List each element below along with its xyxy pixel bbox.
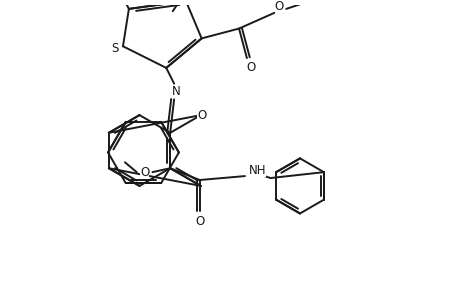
Text: NH: NH bbox=[248, 164, 266, 177]
Text: S: S bbox=[111, 42, 118, 55]
Text: N: N bbox=[171, 85, 180, 98]
Text: O: O bbox=[195, 215, 204, 228]
Text: O: O bbox=[140, 166, 149, 178]
Text: O: O bbox=[197, 109, 206, 122]
Text: O: O bbox=[246, 61, 255, 74]
Text: O: O bbox=[274, 0, 283, 14]
